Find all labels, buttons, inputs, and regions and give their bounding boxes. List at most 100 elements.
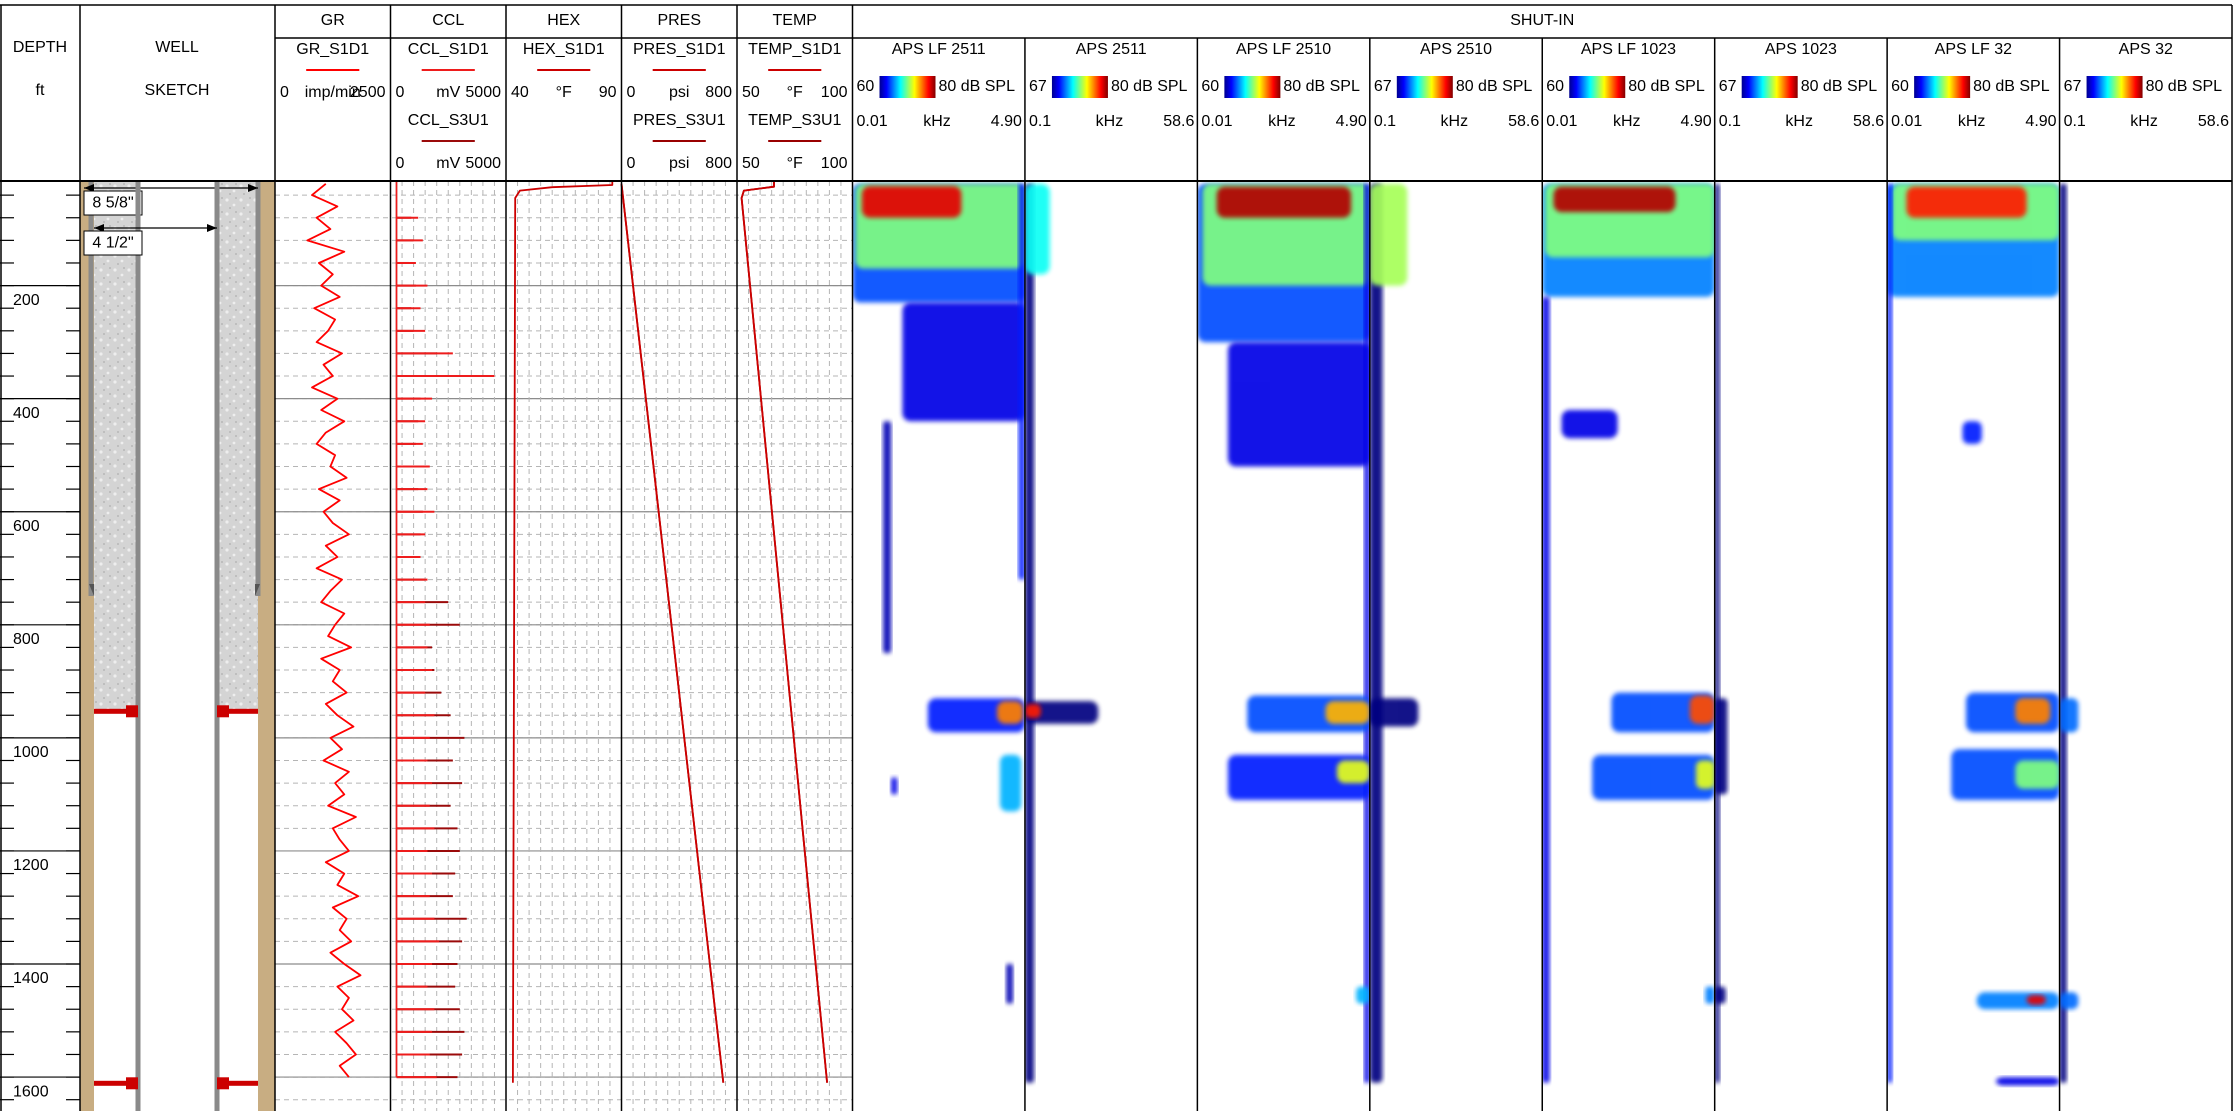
noise-zone [1887, 183, 1893, 1083]
colorbar-max: 80 dB SPL [1973, 78, 2050, 95]
formation-right [258, 181, 275, 1111]
grid-layer [275, 181, 853, 1111]
depth-tick-label: 800 [13, 631, 40, 648]
scale-unit: °F [556, 84, 572, 101]
curve-name: PRES_S1D1 [633, 41, 726, 58]
noise-zone [1996, 1077, 2060, 1086]
scale-min: 0 [396, 84, 405, 101]
freq-max: 58.6 [1508, 113, 1539, 130]
noise-zone [1356, 986, 1370, 1004]
freq-min: 0.1 [1374, 113, 1396, 130]
noise-zone [2015, 698, 2051, 724]
noise-zone [1024, 701, 1099, 724]
freq-max: 4.90 [1681, 113, 1712, 130]
colorbar-max: 80 dB SPL [939, 78, 1016, 95]
curve-name: GR_S1D1 [296, 41, 369, 58]
scale-max: 5000 [465, 84, 501, 101]
noise-zone [1714, 986, 1726, 1004]
noise-zone [1227, 754, 1370, 801]
depth-tick-label: 600 [13, 518, 40, 535]
packer-marker [126, 1077, 138, 1090]
noise-zone [1962, 421, 1982, 444]
packer-marker [217, 708, 258, 714]
noise-zone [1024, 703, 1041, 719]
noise-zone [999, 754, 1022, 812]
scale-unit: mV [436, 155, 460, 172]
spectrogram [1887, 183, 2060, 1086]
noise-zone [1369, 183, 1408, 286]
spectrogram [1542, 183, 1715, 1083]
track-name: APS LF 2511 [892, 41, 986, 58]
casing-shoe [89, 583, 94, 596]
noise-zone [1336, 760, 1370, 784]
freq-max: 4.90 [2025, 113, 2056, 130]
freq-min: 0.01 [857, 113, 888, 130]
colorbar-min: 60 [1546, 78, 1564, 95]
scale-unit: °F [787, 155, 803, 172]
freq-min: 0.01 [1201, 113, 1232, 130]
noise-zone [2059, 183, 2067, 1083]
noise-zone [1611, 692, 1715, 733]
noise-zone [997, 701, 1024, 724]
colorbar [1914, 76, 1971, 98]
colorbar [879, 76, 936, 98]
colorbar [2086, 76, 2143, 98]
noise-zone [883, 421, 892, 654]
noise-zone [1369, 698, 1419, 727]
noise-zone [1714, 698, 1728, 795]
scale-min: 0 [280, 84, 289, 101]
noise-zone [1542, 296, 1550, 1083]
noise-zone [1906, 186, 2027, 218]
curve-name: CCL_S1D1 [408, 41, 489, 58]
noise-zone [1227, 342, 1370, 467]
arrow-head [207, 224, 217, 232]
colorbar [1051, 76, 1108, 98]
scale-unit: mV [436, 84, 460, 101]
freq-unit: kHz [1268, 113, 1296, 130]
noise-zone [2059, 698, 2079, 733]
cement-right [217, 181, 258, 712]
arrow-head [84, 184, 94, 192]
scale-min: 40 [511, 84, 529, 101]
scale-unit: psi [669, 155, 689, 172]
track-group: TEMP [773, 12, 817, 29]
colorbar-min: 60 [1201, 78, 1219, 95]
colorbar-min: 67 [1374, 78, 1392, 95]
scale-min: 0 [396, 155, 405, 172]
scale-max: 800 [705, 155, 732, 172]
log-curve [306, 183, 362, 1078]
packer-marker [217, 705, 229, 718]
freq-max: 4.90 [1336, 113, 1367, 130]
noise-zone [1592, 754, 1715, 801]
log-curve [512, 181, 614, 1083]
noise-zone [1024, 183, 1050, 275]
colorbar-min: 60 [1891, 78, 1909, 95]
packer-marker [217, 1077, 229, 1090]
curve-name: TEMP_S3U1 [748, 112, 841, 129]
scale-unit: °F [787, 84, 803, 101]
colorbar-max: 80 dB SPL [1456, 78, 1533, 95]
log-curve [740, 181, 828, 1083]
colorbar-max: 80 dB SPL [1801, 78, 1878, 95]
packer-marker [94, 708, 138, 714]
freq-min: 0.1 [1719, 113, 1741, 130]
freq-min: 0.01 [1546, 113, 1577, 130]
noise-zone [861, 186, 962, 218]
scale-max: 100 [821, 84, 848, 101]
curve-name: TEMP_S1D1 [748, 41, 841, 58]
freq-unit: kHz [1613, 113, 1641, 130]
track-group: CCL [432, 12, 464, 29]
spectra-group: SHUT-IN [1510, 12, 1574, 29]
noise-zone [1553, 186, 1676, 213]
track-name: APS 2510 [1420, 41, 1492, 58]
spectrogram [852, 183, 1025, 1004]
scale-unit: imp/min [305, 84, 361, 101]
track-name: APS LF 32 [1935, 41, 2012, 58]
scale-max: 800 [705, 84, 732, 101]
casing-label: 4 1/2" [92, 235, 133, 252]
scale-max: 2500 [350, 84, 386, 101]
well-title: WELL [155, 39, 199, 56]
colorbar-min: 67 [1719, 78, 1737, 95]
noise-zone [1369, 183, 1383, 1083]
log-curve [620, 183, 725, 1083]
